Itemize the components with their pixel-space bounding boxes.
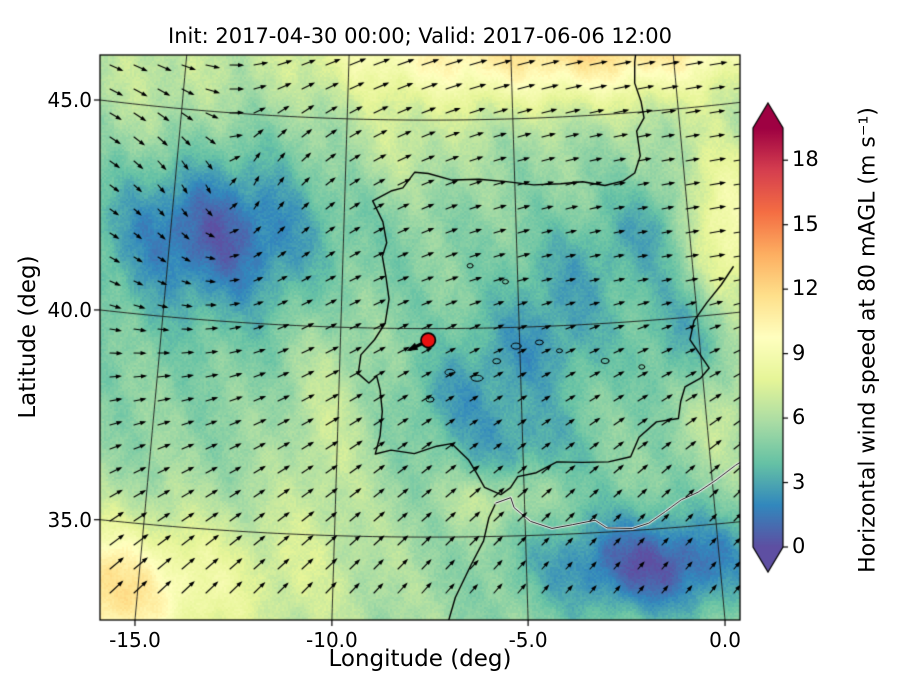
x-axis-tick-label: -10.0	[306, 628, 358, 652]
y-axis-tick-label: 35.0	[47, 507, 92, 532]
x-axis-tick-label: -15.0	[109, 628, 161, 652]
colorbar-tick-label: 9	[792, 340, 806, 365]
y-axis-tick-label: 45.0	[47, 88, 92, 112]
colorbar-tick-label: 3	[792, 469, 806, 494]
colorbar-tick-label: 18	[792, 147, 819, 172]
plot-title: Init: 2017-04-30 00:00; Valid: 2017-06-0…	[168, 24, 672, 48]
colorbar-tick-label: 15	[792, 211, 819, 236]
colorbar-tick-label: 6	[792, 405, 806, 430]
colorbar-tick-label: 12	[792, 276, 819, 301]
y-axis-label: Latitude (deg)	[15, 255, 41, 419]
x-axis-tick-label: 0.0	[709, 628, 741, 652]
y-axis-tick-label: 40.0	[47, 297, 92, 322]
x-axis-label: Longitude (deg)	[328, 646, 512, 672]
x-axis-tick-label: -5.0	[508, 628, 548, 652]
colorbar-tick-label: 0	[792, 534, 806, 558]
colorbar-label: Horizontal wind speed at 80 mAGL (m s⁻¹)	[855, 107, 881, 573]
